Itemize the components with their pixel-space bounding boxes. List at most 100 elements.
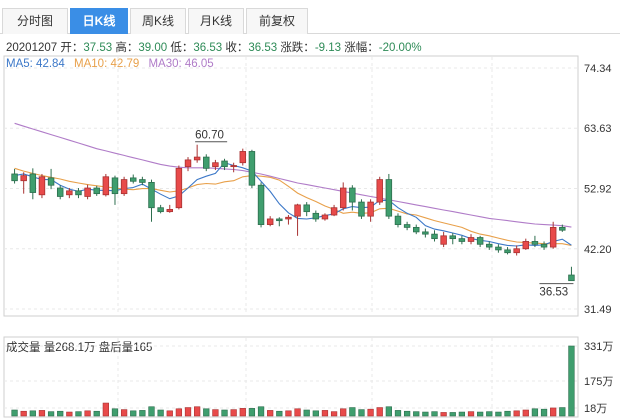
ma5-line bbox=[14, 162, 572, 247]
price-tick-label: 74.34 bbox=[584, 63, 612, 75]
candle-body bbox=[303, 204, 310, 213]
candle-body bbox=[504, 249, 511, 254]
after-hours-label: 盘后量 bbox=[98, 342, 134, 354]
volume-bar bbox=[495, 411, 502, 417]
volume-bar bbox=[358, 409, 365, 417]
volume-bar bbox=[93, 410, 100, 417]
volume-tick-label: 18万 bbox=[584, 403, 607, 415]
volume-bar bbox=[276, 410, 283, 417]
volume-bar bbox=[349, 407, 356, 417]
quote-info-line: 20201207 开：37.53 高：39.00 低：36.53 收：36.53… bbox=[6, 39, 422, 55]
candle-body bbox=[221, 160, 228, 168]
candle-body bbox=[239, 151, 247, 164]
volume-bar bbox=[203, 408, 210, 417]
open-value: 37.53 bbox=[83, 42, 113, 54]
volume-title: 成交量 bbox=[6, 342, 41, 354]
change-value: -9.13 bbox=[314, 42, 342, 54]
candle-body bbox=[166, 208, 173, 213]
candle-body bbox=[75, 190, 82, 196]
volume-bar bbox=[102, 402, 109, 417]
candle-body bbox=[93, 187, 100, 195]
volume-bar bbox=[184, 407, 192, 417]
volume-panel-frame bbox=[3, 336, 579, 418]
volume-bar bbox=[84, 410, 91, 417]
ma10-value: 42.79 bbox=[110, 58, 140, 70]
close-value: 36.53 bbox=[248, 42, 278, 54]
candle-body bbox=[294, 204, 301, 217]
volume-bar bbox=[38, 410, 46, 417]
candle-body bbox=[385, 179, 393, 217]
candle-body bbox=[130, 177, 137, 182]
volume-bar bbox=[221, 409, 228, 417]
volume-bar bbox=[550, 407, 557, 417]
volume-bar bbox=[20, 410, 27, 417]
ma10-label: MA10: bbox=[74, 58, 111, 70]
volume-bar bbox=[568, 345, 575, 417]
volume-bar bbox=[559, 407, 566, 417]
candle-body bbox=[230, 165, 237, 168]
candle-body bbox=[349, 187, 356, 203]
volume-bar bbox=[66, 411, 73, 417]
candle-body bbox=[276, 218, 283, 222]
candle-body bbox=[248, 151, 256, 186]
volume-bar bbox=[522, 409, 529, 417]
candle-body bbox=[476, 237, 484, 245]
candles bbox=[11, 144, 575, 282]
volume-bar bbox=[267, 410, 274, 417]
tab-weekly-k[interactable]: 周K线 bbox=[130, 8, 186, 34]
volume-bar bbox=[367, 408, 374, 417]
candle-body bbox=[376, 179, 383, 203]
tab-monthly-k[interactable]: 月K线 bbox=[188, 8, 244, 34]
volume-bar bbox=[239, 408, 246, 417]
candle-body bbox=[495, 246, 502, 251]
candle-body bbox=[184, 159, 192, 168]
ma10-line bbox=[14, 167, 572, 246]
volume-bar bbox=[431, 411, 438, 417]
ma30-line bbox=[14, 122, 572, 228]
volume-amount-label: 量 bbox=[43, 342, 56, 354]
volume-info: 成交量 量268.1万 盘后量165 bbox=[6, 339, 152, 355]
candle-body bbox=[111, 177, 119, 195]
volume-bar bbox=[157, 409, 164, 417]
low-label: 低： bbox=[170, 42, 194, 54]
chart-tab-bar: 分时图 日K线 周K线 月K线 前复权 bbox=[0, 0, 620, 34]
volume-bar bbox=[303, 409, 310, 417]
candle-body bbox=[522, 241, 530, 250]
candle-body bbox=[120, 179, 128, 195]
volume-bar bbox=[230, 409, 237, 417]
volume-bar bbox=[166, 410, 173, 417]
candle-body bbox=[513, 248, 520, 254]
change-label: 涨跌： bbox=[280, 42, 315, 54]
candle-body bbox=[458, 238, 466, 242]
tab-daily-k[interactable]: 日K线 bbox=[70, 8, 128, 34]
candle-body bbox=[285, 216, 292, 220]
price-tick-label: 42.20 bbox=[584, 244, 612, 256]
candle-body bbox=[29, 173, 37, 193]
ma30-value: 46.05 bbox=[184, 58, 214, 70]
volume-bar bbox=[285, 410, 292, 417]
price-tick-label: 52.92 bbox=[584, 183, 612, 195]
chart-grid bbox=[3, 55, 579, 418]
volume-bar bbox=[47, 411, 55, 417]
volume-bar bbox=[294, 408, 301, 417]
volume-bar bbox=[312, 410, 319, 417]
low-value: 36.53 bbox=[193, 42, 223, 54]
candle-body bbox=[20, 175, 27, 182]
ma10-legend: MA10: 42.79 bbox=[74, 58, 139, 70]
candle-body bbox=[212, 162, 219, 168]
volume-bar bbox=[394, 410, 402, 417]
price-tick-label: 31.49 bbox=[584, 304, 612, 316]
volume-bar bbox=[175, 408, 183, 417]
volume-bar bbox=[139, 410, 146, 417]
candle-body bbox=[56, 187, 64, 197]
ma5-legend: MA5: 42.84 bbox=[6, 58, 65, 70]
candle-body bbox=[102, 176, 110, 196]
volume-bar bbox=[458, 411, 466, 417]
candle-body bbox=[47, 177, 55, 186]
volume-bar bbox=[467, 411, 475, 417]
tab-forward-adjusted[interactable]: 前复权 bbox=[246, 8, 308, 34]
volume-bar bbox=[148, 406, 155, 417]
tab-intraday[interactable]: 分时图 bbox=[2, 8, 68, 34]
candle-body bbox=[257, 184, 265, 225]
